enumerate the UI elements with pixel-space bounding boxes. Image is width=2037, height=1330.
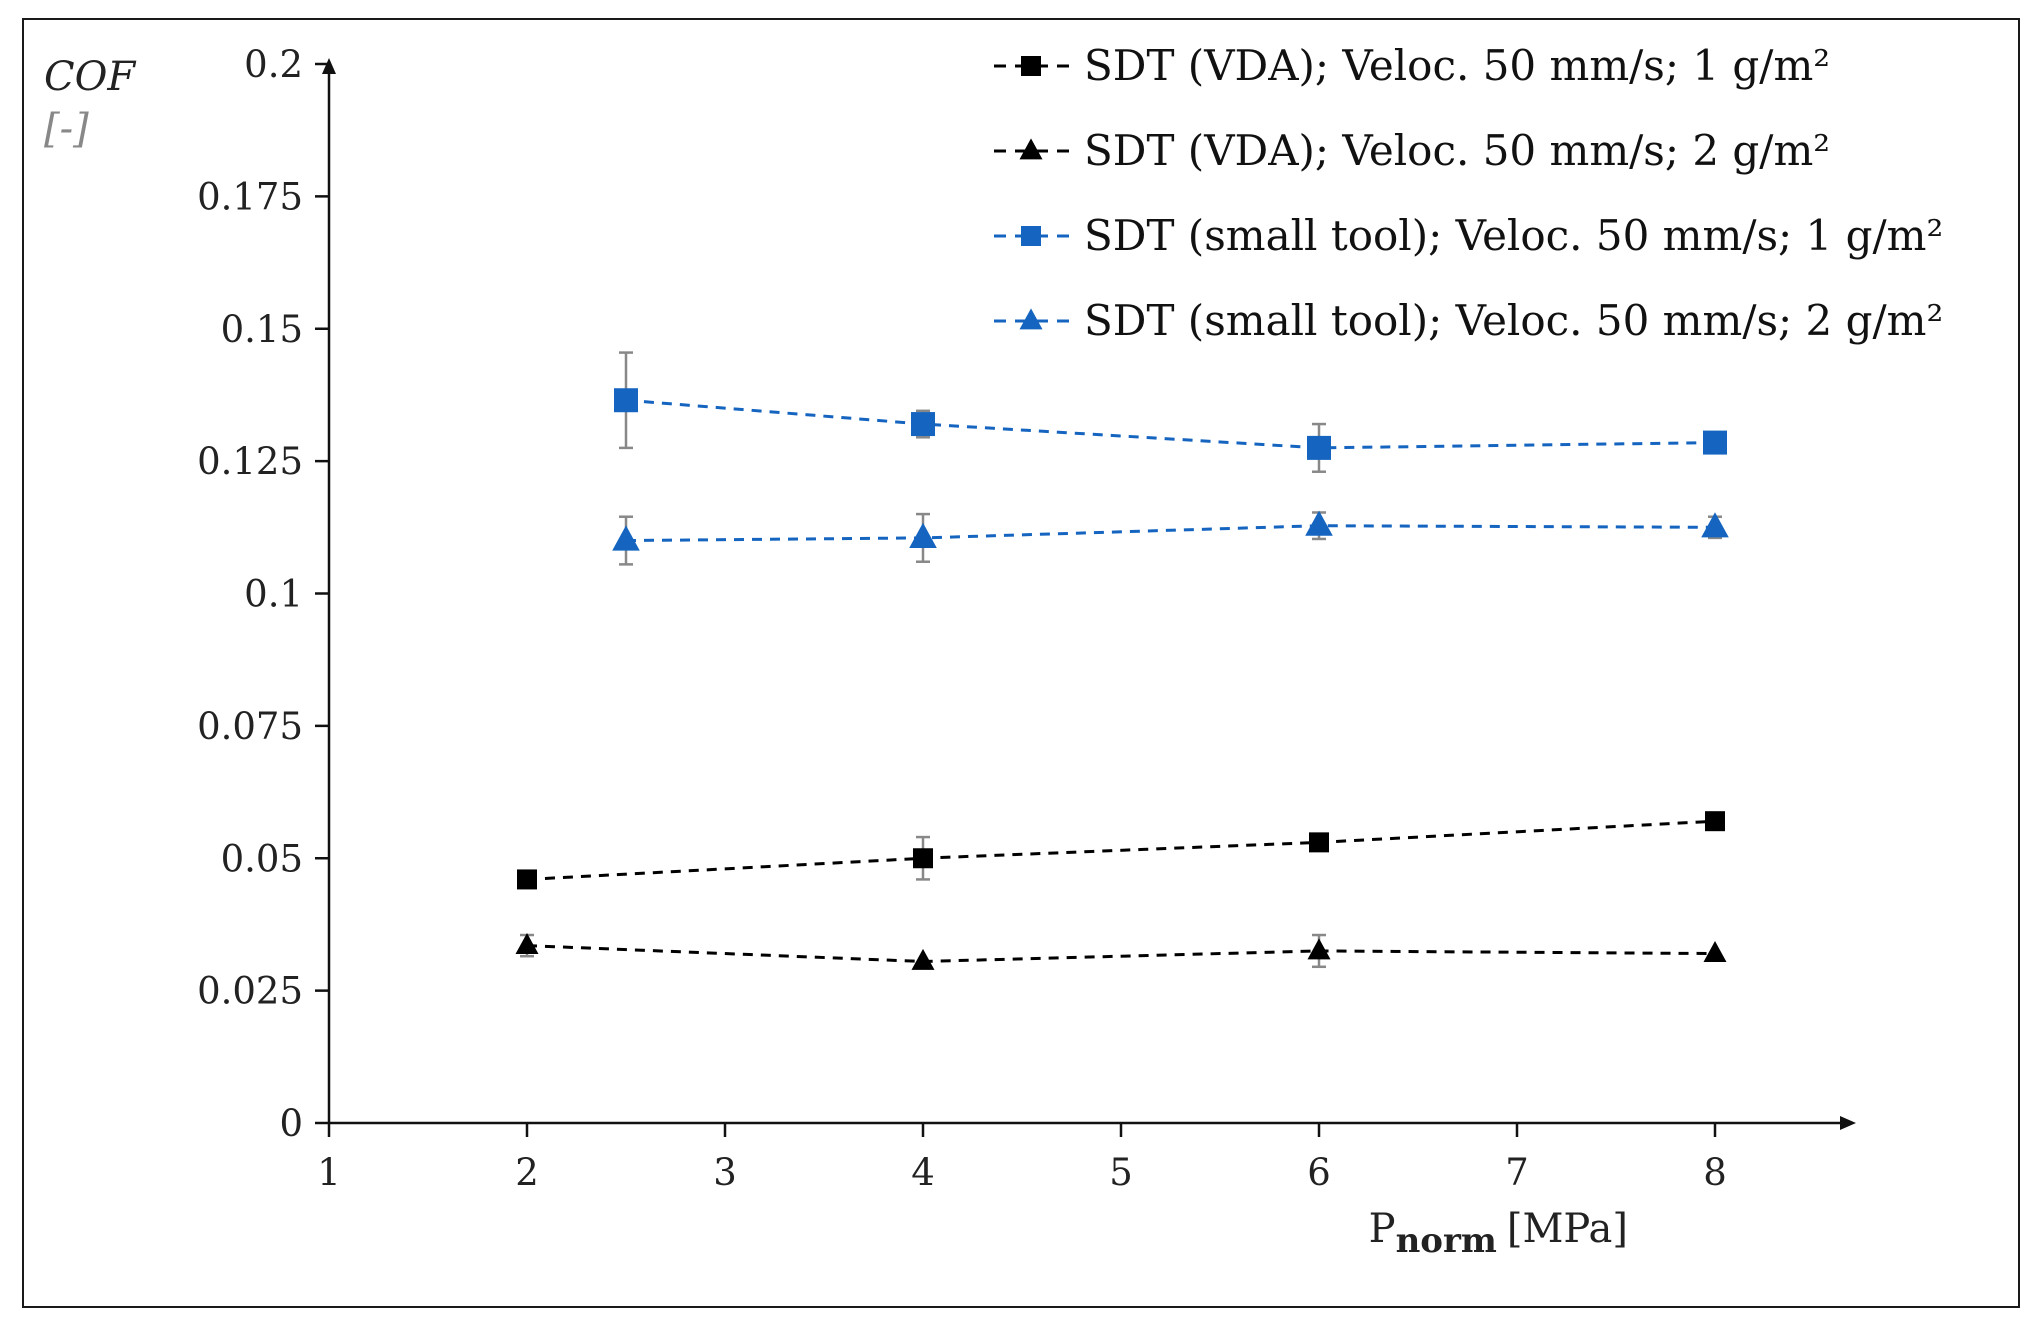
axes: 0 0.025 0.05 0.075 0.1 0.125 0.15 0.175 0.2 1 2 3 4 5… xyxy=(197,43,1856,1194)
y-tick-label: 0.15 xyxy=(221,308,303,351)
legend-item-2: SDT (VDA); Veloc. 50 mm/s; 2 g/m² xyxy=(994,126,1830,175)
data-point-triangle xyxy=(515,933,539,955)
x-tick-label: 8 xyxy=(1703,1151,1727,1194)
x-axis-label-unit: [MPa] xyxy=(1507,1206,1628,1252)
x-tick-label: 5 xyxy=(1109,1151,1133,1194)
series-line xyxy=(526,944,1716,964)
data-point-triangle xyxy=(909,522,937,548)
y-tick-label: 0.05 xyxy=(221,837,303,880)
y-tick-label: 0.125 xyxy=(197,440,303,483)
y-axis-arrow xyxy=(322,58,336,74)
legend-label: SDT (small tool); Veloc. 50 mm/s; 2 g/m² xyxy=(1084,296,1943,345)
data-point-triangle xyxy=(1307,938,1331,960)
legend-label: SDT (VDA); Veloc. 50 mm/s; 2 g/m² xyxy=(1084,126,1830,175)
series-line xyxy=(625,524,1716,543)
legend-item-4: SDT (small tool); Veloc. 50 mm/s; 2 g/m² xyxy=(994,296,1943,345)
cof-chart: 0 0.025 0.05 0.075 0.1 0.125 0.15 0.175 0.2 1 2 3 4 5… xyxy=(44,41,1943,1261)
x-tick-label: 6 xyxy=(1307,1151,1331,1194)
y-tick-label: 0 xyxy=(279,1102,303,1145)
data-point-square xyxy=(1021,56,1041,76)
x-tick-label: 7 xyxy=(1505,1151,1529,1194)
series-2 xyxy=(515,933,1727,970)
series-line xyxy=(526,819,1716,881)
data-point-triangle xyxy=(1019,138,1043,160)
y-tick-label: 0.075 xyxy=(197,705,303,748)
x-axis-label-sub: norm xyxy=(1396,1221,1497,1261)
data-point-triangle xyxy=(911,948,935,970)
x-tick-label: 2 xyxy=(515,1151,539,1194)
data-point-triangle xyxy=(1305,510,1333,536)
data-point-square xyxy=(614,388,638,413)
x-axis-arrow xyxy=(1840,1116,1856,1130)
x-axis-label-main: P xyxy=(1369,1206,1396,1252)
chart-frame: 0 0.025 0.05 0.075 0.1 0.125 0.15 0.175 0.2 1 2 3 4 5… xyxy=(22,18,2020,1308)
legend: SDT (VDA); Veloc. 50 mm/s; 1 g/m² SDT (VD… xyxy=(994,41,1943,345)
data-point-square xyxy=(911,412,935,437)
data-point-square xyxy=(517,869,537,890)
y-axis-unit: [-] xyxy=(44,106,89,152)
data-point-square xyxy=(1021,226,1041,246)
x-tick-label: 1 xyxy=(317,1151,341,1194)
x-axis-label: Pnorm [MPa] xyxy=(1369,1206,1628,1261)
legend-label: SDT (small tool); Veloc. 50 mm/s; 1 g/m² xyxy=(1084,211,1943,260)
y-tick-label: 0.175 xyxy=(197,175,303,218)
series-3 xyxy=(614,351,1727,473)
data-point-square xyxy=(1307,435,1331,460)
data-point-triangle xyxy=(1701,512,1729,538)
data-point-triangle xyxy=(612,525,640,551)
series-1 xyxy=(517,811,1725,890)
y-tick-label: 0.1 xyxy=(244,573,303,616)
data-point-square xyxy=(913,848,933,869)
legend-item-1: SDT (VDA); Veloc. 50 mm/s; 1 g/m² xyxy=(994,41,1830,90)
legend-label: SDT (VDA); Veloc. 50 mm/s; 1 g/m² xyxy=(1084,41,1830,90)
series-4 xyxy=(612,510,1729,566)
y-axis-label: COF xyxy=(44,54,136,100)
series-layer xyxy=(515,351,1729,970)
data-point-square xyxy=(1703,430,1727,455)
series-line xyxy=(625,398,1716,450)
y-tick-label: 0.025 xyxy=(197,970,303,1013)
data-point-square xyxy=(1705,811,1725,832)
x-tick-label: 4 xyxy=(911,1151,935,1194)
legend-item-3: SDT (small tool); Veloc. 50 mm/s; 1 g/m² xyxy=(994,211,1943,260)
data-point-square xyxy=(1309,832,1329,853)
x-tick-label: 3 xyxy=(713,1151,737,1194)
data-point-triangle xyxy=(1019,308,1043,330)
y-tick-label: 0.2 xyxy=(244,43,303,86)
data-point-triangle xyxy=(1703,940,1727,962)
